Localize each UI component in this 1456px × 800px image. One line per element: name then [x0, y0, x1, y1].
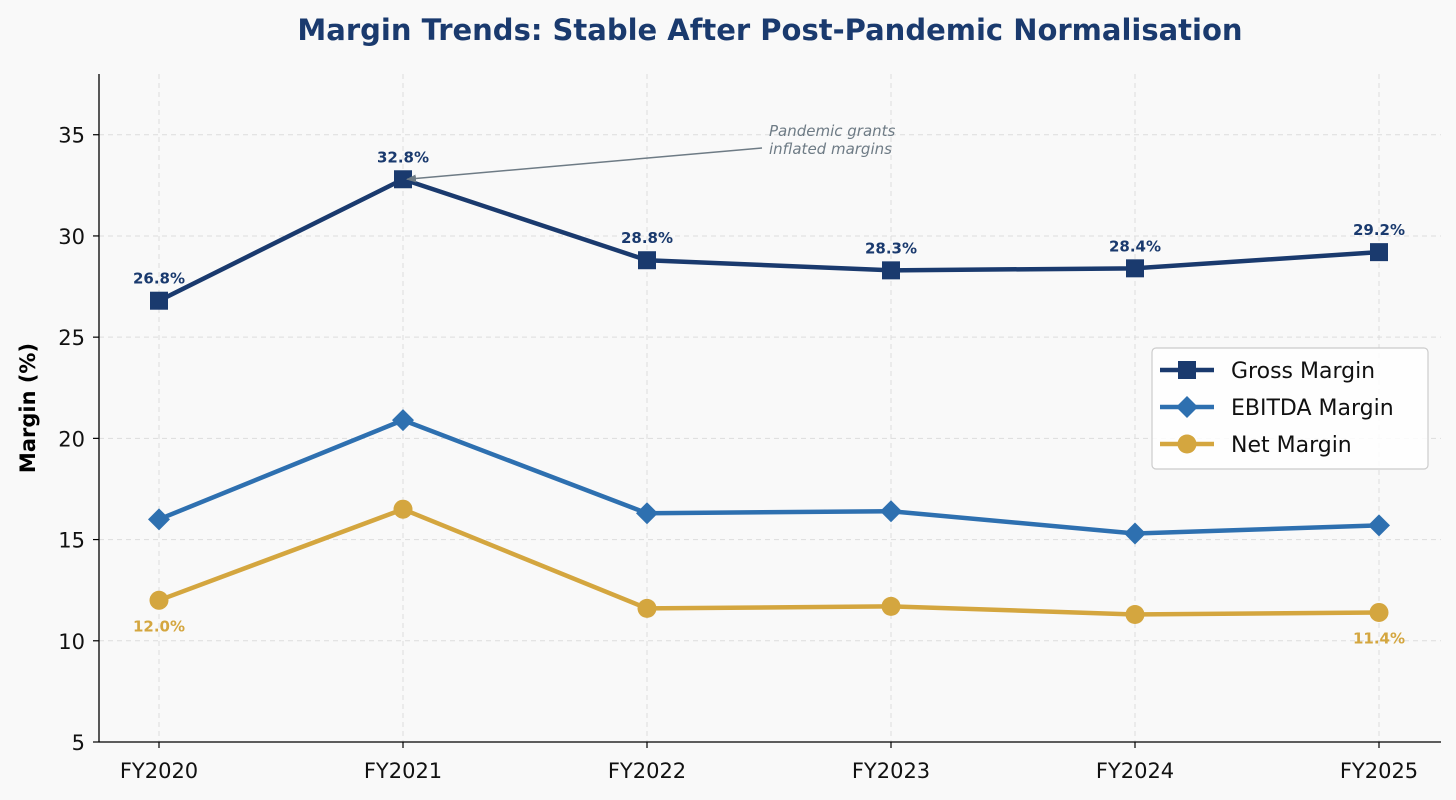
data-point-marker: [637, 598, 657, 618]
legend-item: EBITDA Margin: [1160, 396, 1394, 421]
y-tick-label: 10: [58, 630, 85, 654]
data-point-marker: [881, 596, 901, 616]
series-layer: [148, 170, 1390, 624]
y-tick-label: 35: [58, 124, 85, 148]
annotation-arrow: [406, 147, 763, 183]
y-axis-label: Margin (%): [16, 343, 40, 473]
legend-swatch-marker: [1178, 361, 1196, 379]
data-point-marker: [638, 251, 656, 270]
data-point-marker: [148, 508, 170, 531]
y-tick-label: 20: [58, 427, 85, 451]
legend-item: Gross Margin: [1160, 359, 1375, 384]
data-point-marker: [150, 291, 168, 310]
x-tick-label: FY2024: [1096, 759, 1174, 783]
data-point-marker: [636, 502, 658, 525]
series-line: [156, 417, 1382, 536]
legend-swatch-marker: [1177, 434, 1197, 454]
x-tick-label: FY2021: [364, 759, 442, 783]
x-tick-label: FY2025: [1340, 759, 1418, 783]
y-tick-label: 5: [72, 731, 85, 755]
data-label: 28.8%: [621, 229, 673, 247]
data-labels-layer: 26.8% 32.8% 28.8% 28.3% 28.4% 29.2% 12.0% 11.4%: [133, 148, 1405, 647]
x-tick-label: FY2020: [120, 759, 198, 783]
series-ebitda-margin: [148, 409, 1390, 545]
legend: Gross Margin EBITDA Margin Net Margin: [1151, 347, 1429, 470]
annotation-text: inflated margins: [769, 140, 892, 158]
data-label: 32.8%: [377, 148, 429, 166]
data-point-marker: [149, 590, 169, 610]
data-point-marker: [880, 500, 902, 523]
data-point-marker: [882, 261, 900, 280]
series-line: [156, 177, 1382, 303]
data-label: 29.2%: [1353, 221, 1405, 239]
data-label: 26.8%: [133, 270, 185, 288]
data-label: 12.0%: [133, 617, 185, 635]
data-point-marker: [393, 499, 413, 519]
legend-label: EBITDA Margin: [1231, 396, 1394, 421]
y-tick-label: 15: [58, 529, 85, 553]
data-point-marker: [1369, 602, 1389, 622]
data-point-marker: [1368, 514, 1390, 537]
data-label: 28.4%: [1109, 237, 1161, 255]
chart-title: Margin Trends: Stable After Post-Pandemi…: [297, 13, 1242, 47]
series-line: [156, 506, 1382, 617]
data-point-marker: [1370, 243, 1388, 262]
series-net-margin: [149, 499, 1389, 624]
y-tick-label: 25: [58, 326, 85, 350]
data-point-marker: [1126, 259, 1144, 278]
x-tick-label: FY2023: [852, 759, 930, 783]
legend-swatch-marker: [1176, 396, 1198, 418]
data-label: 11.4%: [1353, 629, 1405, 647]
legend-label: Gross Margin: [1231, 359, 1375, 384]
y-tick-label: 30: [58, 225, 85, 249]
annotation-text: Pandemic grants: [769, 122, 896, 140]
data-point-marker: [392, 409, 414, 432]
grid-layer: [99, 74, 1441, 742]
legend-label: Net Margin: [1231, 433, 1352, 458]
series-gross-margin: [150, 170, 1388, 310]
legend-box: [1151, 347, 1429, 470]
axes-layer: 5 10 15 20 25 30 35 FY2020 FY2021 FY2022 FY2023 FY2…: [58, 74, 1441, 783]
legend-item: Net Margin: [1160, 433, 1352, 458]
x-tick-label: FY2022: [608, 759, 686, 783]
data-label: 28.3%: [865, 239, 917, 257]
data-point-marker: [1124, 522, 1146, 545]
data-point-marker: [1125, 604, 1145, 624]
